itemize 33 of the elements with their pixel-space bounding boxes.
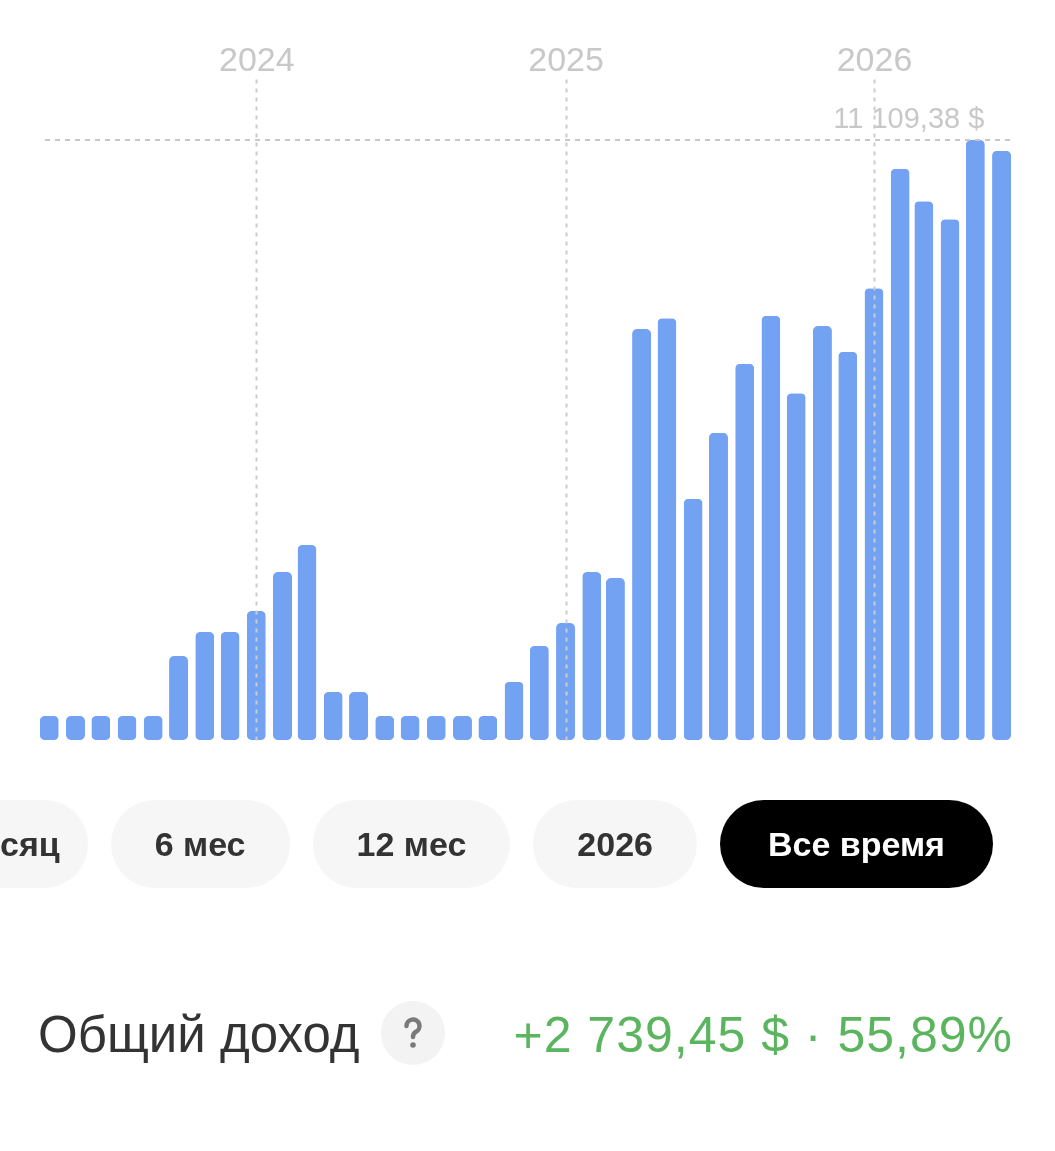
bar xyxy=(349,692,369,740)
pill-button: 6 мес xyxy=(110,800,290,888)
bar xyxy=(323,692,343,740)
bar xyxy=(220,632,240,740)
bar xyxy=(632,329,652,740)
bar xyxy=(605,578,625,740)
pill-button: сяц xyxy=(0,800,88,888)
bar xyxy=(195,632,215,740)
bar xyxy=(169,656,189,740)
bar xyxy=(657,318,677,740)
bar xyxy=(529,645,549,740)
bar xyxy=(582,572,602,740)
bar xyxy=(708,432,728,740)
bar xyxy=(683,498,703,740)
bar xyxy=(735,363,755,740)
bar xyxy=(786,393,806,740)
bar xyxy=(838,351,858,740)
bar xyxy=(992,150,1012,740)
bar xyxy=(914,201,934,740)
bar xyxy=(297,545,317,740)
bar xyxy=(504,681,524,740)
pill-button: 2026 xyxy=(533,800,697,888)
pill-button: 12 мес xyxy=(312,800,511,888)
bar xyxy=(812,326,832,740)
text: Общий доход xyxy=(38,1005,360,1065)
bar xyxy=(273,572,292,740)
pill-button: Все время xyxy=(720,800,993,888)
bar xyxy=(940,219,960,740)
bar xyxy=(864,288,884,740)
text: +2 739,45 $ · 55,89% xyxy=(513,1006,1013,1065)
bar xyxy=(761,315,781,740)
bar xyxy=(965,140,985,740)
bar xyxy=(890,168,910,740)
